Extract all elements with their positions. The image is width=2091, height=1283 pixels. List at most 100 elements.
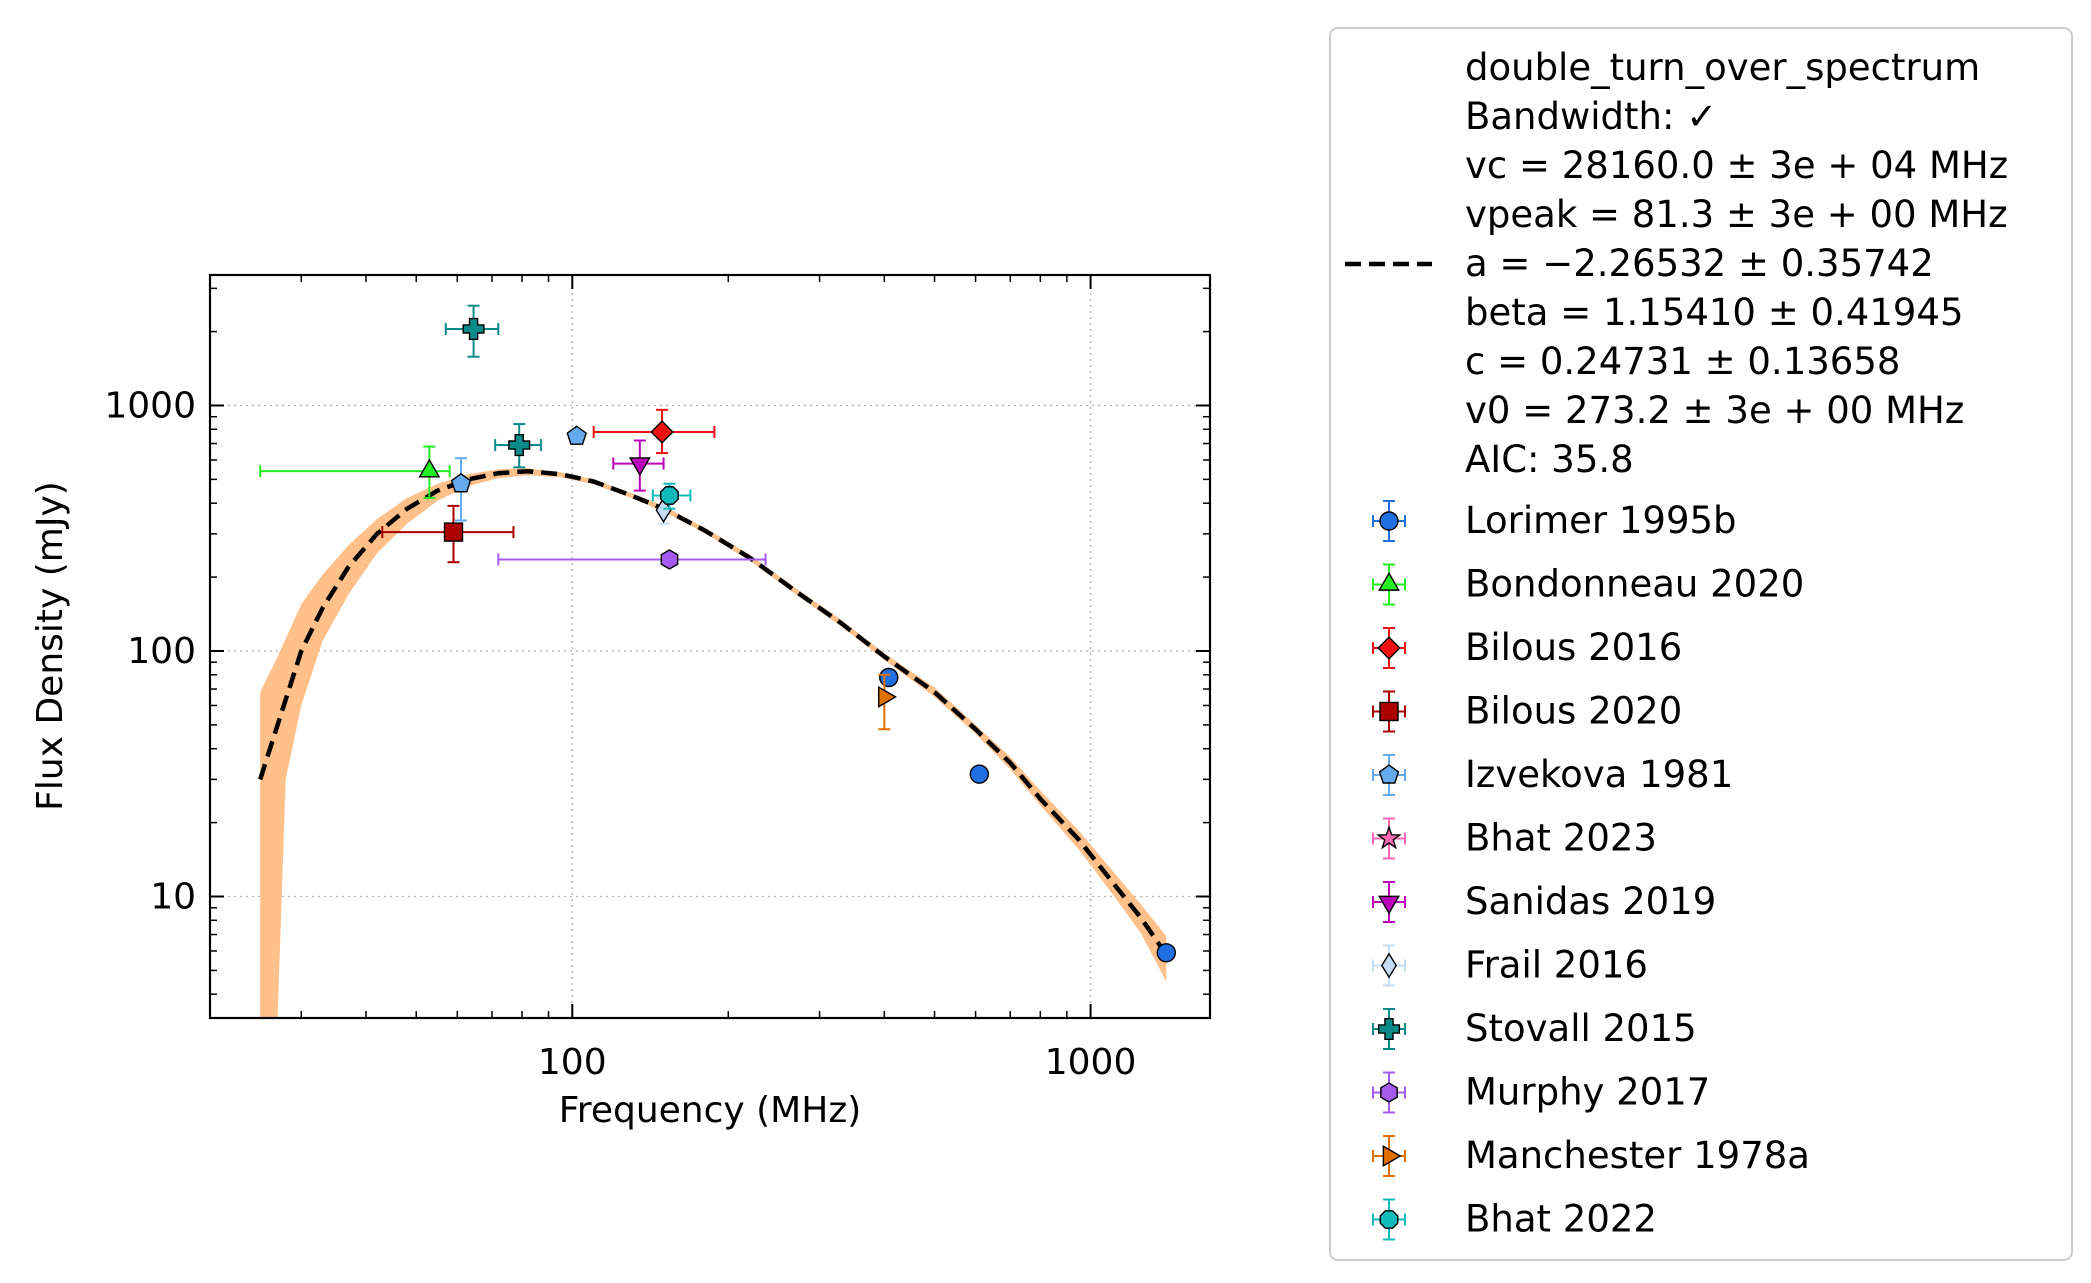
legend-marker — [1377, 1017, 1401, 1041]
legend-label: Manchester 1978a — [1465, 1134, 1810, 1177]
data-point-marker — [443, 522, 464, 542]
legend-fit-parameter: Bandwidth: ✓ — [1465, 95, 1717, 138]
legend-item-izvekova-1981: Izvekova 1981 — [1372, 753, 1733, 796]
legend-label: Bilous 2016 — [1465, 626, 1682, 669]
data-point — [259, 445, 451, 499]
series-bondonneau-2020 — [259, 445, 451, 499]
legend-marker — [1380, 952, 1398, 979]
legend-fit-parameter: vpeak = 81.3 ± 3e + 00 MHz — [1465, 193, 2008, 236]
data-point — [450, 457, 472, 522]
x-tick-label: 1000 — [1045, 1042, 1137, 1083]
legend-label: Bhat 2023 — [1465, 817, 1657, 860]
legend-fit-parameter: vc = 28160.0 ± 3e + 04 MHz — [1465, 144, 2008, 187]
fit-uncertainty-band-layer — [260, 468, 1167, 1018]
data-point — [651, 482, 692, 510]
data-point-marker — [879, 667, 899, 688]
legend-item-sanidas-2019: Sanidas 2019 — [1372, 880, 1716, 923]
series-izvekova-1981 — [450, 425, 587, 522]
data-point — [969, 764, 989, 784]
plot-frame — [208, 273, 1212, 1020]
data-point — [566, 425, 587, 445]
data-point — [494, 423, 542, 469]
data-point-marker — [450, 472, 472, 493]
data-point-marker — [650, 420, 674, 444]
fit-curve — [258, 468, 1169, 956]
legend-fit-parameter: beta = 1.15410 ± 0.41945 — [1465, 291, 1964, 334]
data-point-marker — [660, 486, 679, 505]
legend-fit-parameter: c = 0.24731 ± 0.13658 — [1465, 340, 1900, 383]
legend-label: Bondonneau 2020 — [1465, 563, 1804, 606]
legend-label: Izvekova 1981 — [1465, 753, 1733, 796]
legend: double_turn_over_spectrum Bandwidth: ✓ vc … — [1329, 27, 2073, 1261]
grid — [210, 275, 1210, 1018]
legend-fit-label: double_turn_over_spectrum — [1465, 46, 1980, 89]
legend-series-entries: Lorimer 1995b Bondonneau 2020 Bilous 2016 B… — [1372, 499, 1810, 1241]
y-tick-label: 1000 — [104, 385, 196, 426]
data-point — [612, 439, 665, 492]
series-manchester-1978a — [877, 673, 897, 731]
legend-item-bilous-2020: Bilous 2020 — [1372, 690, 1682, 733]
legend-item-bhat-2023: Bhat 2023 — [1372, 817, 1657, 860]
legend-item-manchester-1978a: Manchester 1978a — [1372, 1134, 1810, 1177]
series-bilous-2016 — [592, 408, 716, 455]
legend-item-stovall-2015: Stovall 2015 — [1372, 1007, 1697, 1050]
series-lorimer-1995b — [879, 667, 1176, 963]
x-axis-label: Frequency (MHz) — [559, 1090, 862, 1131]
axis-ticks: 100 1000 10 100 1000 — [104, 275, 1210, 1083]
legend-label: Frail 2016 — [1465, 944, 1648, 987]
legend-marker — [1379, 701, 1399, 722]
data-point — [1156, 943, 1176, 963]
legend-label: Lorimer 1995b — [1465, 499, 1737, 542]
data-point-marker — [566, 425, 587, 445]
legend-fit-parameter: v0 = 273.2 ± 3e + 00 MHz — [1465, 389, 1964, 432]
legend-marker — [1382, 1145, 1402, 1167]
legend-label: Stovall 2015 — [1465, 1007, 1697, 1050]
y-tick-label: 10 — [150, 877, 196, 918]
series-bhat-2022 — [651, 482, 692, 510]
legend-item-lorimer-1995b: Lorimer 1995b — [1372, 499, 1737, 542]
legend-box — [1329, 27, 2073, 1261]
data-point-marker — [660, 549, 679, 570]
legend-label: Sanidas 2019 — [1465, 880, 1716, 923]
legend-fit-parameter: AIC: 35.8 — [1465, 438, 1634, 481]
legend-marker — [1376, 825, 1402, 850]
data-point-marker — [877, 685, 897, 708]
data-point-marker — [418, 458, 441, 478]
legend-item-bilous-2016: Bilous 2016 — [1372, 626, 1682, 669]
data-point — [879, 667, 899, 688]
legend-marker — [1377, 636, 1401, 660]
series-murphy-2017 — [497, 549, 767, 570]
legend-label: Bilous 2020 — [1465, 690, 1682, 733]
legend-marker — [1378, 764, 1400, 784]
series-bilous-2020 — [381, 504, 515, 564]
data-point — [444, 304, 500, 358]
fit-curve-layer — [258, 468, 1169, 956]
y-axis-label: Flux Density (mJy) — [30, 481, 71, 811]
data-point-marker — [969, 764, 989, 784]
legend-marker — [1380, 1082, 1398, 1103]
legend-marker — [1378, 571, 1400, 591]
legend-marker — [1379, 511, 1399, 531]
data-point — [877, 673, 897, 731]
legend-marker — [1378, 895, 1400, 915]
data-point — [497, 549, 767, 570]
plot-background — [210, 275, 1210, 1018]
series-stovall-2015 — [444, 304, 542, 469]
data-point-marker — [508, 433, 531, 457]
data-point-marker — [1156, 943, 1176, 963]
legend-item-murphy-2017: Murphy 2017 — [1372, 1071, 1710, 1114]
x-tick-label: 100 — [538, 1042, 607, 1083]
legend-item-bondonneau-2020: Bondonneau 2020 — [1372, 563, 1804, 606]
legend-item-bhat-2022: Bhat 2022 — [1372, 1198, 1657, 1241]
legend-fit-parameter: a = −2.26532 ± 0.35742 — [1465, 242, 1934, 285]
series-sanidas-2019 — [612, 439, 665, 492]
y-tick-label: 100 — [127, 631, 196, 672]
legend-label: Bhat 2022 — [1465, 1198, 1657, 1241]
legend-marker — [1379, 1210, 1399, 1229]
data-point-marker — [628, 457, 651, 477]
data-point — [592, 408, 716, 455]
legend-fit-entry: double_turn_over_spectrum Bandwidth: ✓ vc … — [1345, 46, 2008, 481]
data-point — [381, 504, 515, 564]
legend-label: Murphy 2017 — [1465, 1071, 1710, 1114]
